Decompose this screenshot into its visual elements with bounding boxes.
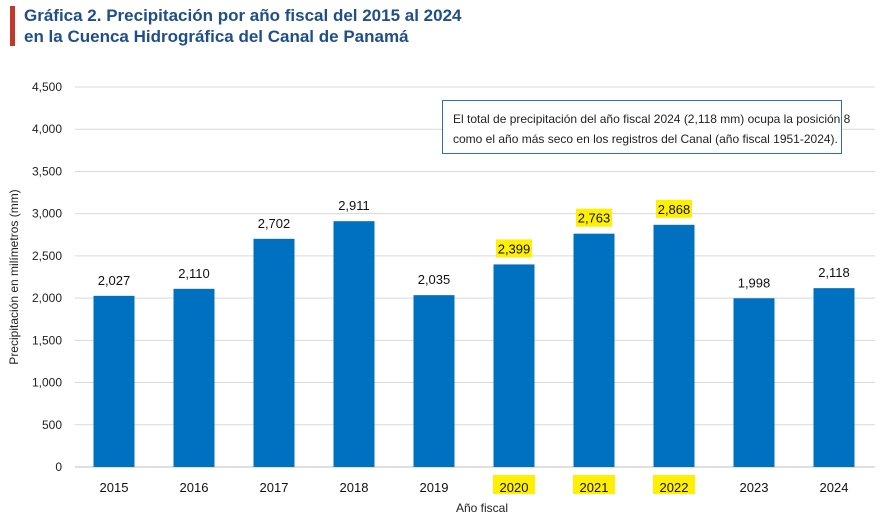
bar xyxy=(413,295,455,467)
title-accent-bar xyxy=(10,6,15,46)
y-tick-label: 4,500 xyxy=(32,80,62,94)
data-label: 2,110 xyxy=(178,266,210,281)
bar xyxy=(653,224,695,467)
x-axis-label: Año fiscal xyxy=(456,501,508,515)
bar xyxy=(93,295,135,467)
data-label: 2,911 xyxy=(338,198,370,213)
x-tick-label: 2023 xyxy=(740,480,769,495)
category-highlight xyxy=(493,475,535,494)
data-label: 2,702 xyxy=(258,216,291,231)
annotation-line-2: como el año más seco en los registros de… xyxy=(453,132,838,146)
x-tick-label: 2017 xyxy=(260,480,289,495)
annotation-box: El total de precipitación del año fiscal… xyxy=(442,100,851,154)
chart-title-line-2: en la Cuenca Hidrográfica del Canal de P… xyxy=(24,27,409,46)
y-tick-label: 3,000 xyxy=(32,207,62,221)
x-tick-label: 2021 xyxy=(580,480,609,495)
y-tick-label: 3,500 xyxy=(32,164,62,178)
x-tick-label: 2018 xyxy=(340,480,369,495)
bar xyxy=(173,288,215,467)
y-tick-label: 0 xyxy=(55,460,62,474)
value-highlight xyxy=(496,239,532,258)
data-label: 2,763 xyxy=(578,211,611,226)
y-tick-label: 4,000 xyxy=(32,122,62,136)
data-label: 1,998 xyxy=(738,275,771,290)
annotation-line-1: El total de precipitación del año fiscal… xyxy=(453,112,851,126)
x-tick-label: 2015 xyxy=(100,480,129,495)
chart-title-line-1: Gráfica 2. Precipitación por año fiscal … xyxy=(24,6,462,25)
x-tick-label: 2016 xyxy=(180,480,209,495)
data-label: 2,399 xyxy=(498,241,531,256)
bar xyxy=(733,298,775,467)
x-tick-label: 2024 xyxy=(820,480,849,495)
bar xyxy=(253,238,295,467)
data-label: 2,868 xyxy=(658,202,691,217)
data-label: 2,027 xyxy=(98,273,131,288)
data-label: 2,118 xyxy=(818,265,850,280)
y-tick-label: 1,000 xyxy=(32,376,62,390)
x-tick-label: 2022 xyxy=(660,480,689,495)
y-tick-label: 500 xyxy=(42,418,62,432)
category-highlight xyxy=(573,475,615,494)
bar xyxy=(573,233,615,467)
data-label: 2,035 xyxy=(418,272,451,287)
bar xyxy=(813,288,855,467)
x-tick-label: 2019 xyxy=(420,480,449,495)
chart-title: Gráfica 2. Precipitación por año fiscal … xyxy=(24,5,461,47)
y-tick-label: 1,500 xyxy=(32,333,62,347)
x-tick-label: 2020 xyxy=(500,480,529,495)
value-highlight xyxy=(656,199,692,218)
y-tick-label: 2,000 xyxy=(32,291,62,305)
value-highlight xyxy=(576,208,612,227)
y-tick-label: 2,500 xyxy=(32,249,62,263)
bar xyxy=(333,221,375,467)
category-highlight xyxy=(653,475,695,494)
bar xyxy=(493,264,535,467)
y-axis-label: Precipitación en milímetros (mm) xyxy=(7,189,21,364)
